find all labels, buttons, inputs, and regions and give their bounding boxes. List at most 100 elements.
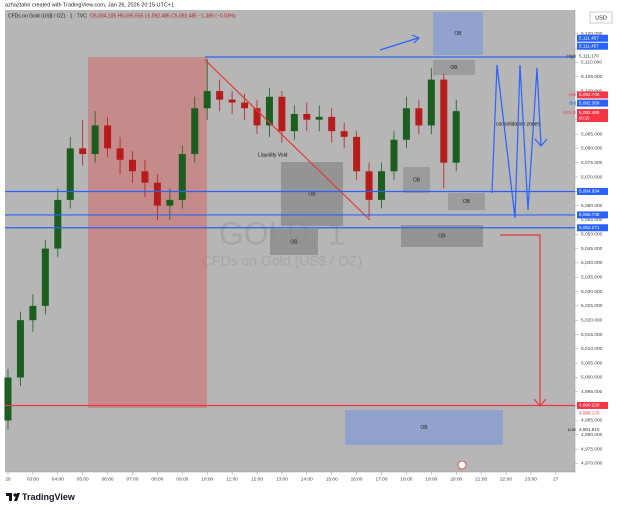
candle-body [253, 108, 261, 126]
candle-body [440, 79, 448, 163]
price-label-box [577, 401, 608, 409]
order-block-label: OB [463, 199, 471, 205]
price-label: 5,056.748 [579, 212, 600, 217]
x-tick-label: 11:00 [226, 476, 238, 482]
x-tick-label: 17:00 [376, 476, 388, 482]
x-tick-label: 23:00 [525, 476, 537, 482]
price-label: 5,092.709 [579, 92, 600, 97]
x-tick-label: 10:00 [201, 476, 213, 482]
price-label-box [577, 224, 608, 232]
zigzag-head [534, 138, 548, 147]
currency-box[interactable] [589, 11, 613, 24]
candle-body [116, 148, 124, 160]
x-tick-label: 21:00 [475, 476, 487, 482]
x-tick-label: 06:00 [102, 476, 114, 482]
price-label: 5,111.457 [579, 35, 599, 40]
price-label-box [577, 187, 608, 195]
y-tick-label: 5,085.000 [581, 131, 603, 137]
candle-body [290, 113, 298, 132]
x-tick-label: 19:00 [425, 476, 437, 482]
x-tick-label: 03:00 [27, 476, 39, 482]
y-tick-label: 5,035.000 [581, 274, 603, 280]
price-label-tag: Ask [568, 92, 576, 97]
candle-body [303, 113, 311, 120]
price-label: 5,092.309 [579, 100, 600, 105]
y-tick-label: 5,005.000 [581, 360, 603, 366]
logo-mark [13, 493, 17, 497]
y-tick-label: 4,970.000 [581, 461, 603, 467]
price-label: 5,111.170 [579, 53, 599, 58]
candle-body [141, 171, 149, 183]
candle-body [54, 199, 62, 249]
order-block [270, 229, 318, 255]
currency[interactable]: USD [595, 15, 607, 21]
y-tick-label: 4,995.000 [581, 389, 603, 395]
price-label-tag: GOLD [563, 110, 577, 115]
y-tick-label: 5,020.000 [581, 317, 603, 323]
x-tick-label: 22:00 [500, 476, 512, 482]
logo-mark [9, 493, 12, 501]
symbol: CFDs on Gold (US$ / OZ) · 1 · TVC [8, 13, 87, 19]
order-block-label: OB [454, 31, 462, 37]
price-label: 5,111.457 [579, 43, 599, 48]
candle-body [178, 154, 186, 200]
price-label-box [577, 211, 608, 219]
trend-line [204, 59, 371, 221]
y-tick-label: 5,010.000 [581, 346, 603, 352]
y-tick-label: 5,025.000 [581, 303, 603, 309]
candle-body [29, 305, 37, 321]
price-label-box [577, 426, 608, 434]
order-block-label: OB [420, 425, 428, 431]
y-tick-label: 5,120.000 [581, 31, 603, 37]
price-label: 4,990.229 [579, 403, 600, 408]
price-label: 4,981.810 [579, 427, 600, 432]
candle-body [427, 79, 435, 126]
x-tick-label: 15:00 [326, 476, 338, 482]
arrow-head [411, 34, 421, 44]
price-label-box [577, 91, 608, 99]
y-tick-label: 5,000.000 [581, 375, 603, 381]
candle-body [265, 96, 273, 126]
y-tick-label: 5,015.000 [581, 332, 603, 338]
y-tick-label: 5,040.000 [581, 260, 603, 266]
y-tick-label: 5,075.000 [581, 160, 603, 166]
candle-body [390, 139, 398, 172]
y-tick-label: 5,105.000 [581, 74, 603, 80]
price-label-box [577, 42, 608, 50]
price-label: 5,092.485 [579, 110, 600, 115]
candle-body [104, 125, 112, 149]
arrow [379, 37, 419, 51]
order-block [345, 410, 503, 445]
candle-body [128, 159, 136, 172]
x-tick-label: 27 [553, 476, 559, 482]
x-tick-label: 20:00 [450, 476, 462, 482]
credit: azhaztahir created with TradingView.com,… [5, 2, 174, 8]
y-tick-label: 5,055.000 [581, 217, 603, 223]
candle-body [79, 148, 87, 155]
candle-body [166, 199, 174, 206]
y-tick-label: 4,975.000 [581, 446, 603, 452]
candle-body [91, 125, 99, 155]
candle-body [378, 171, 386, 200]
event-icon[interactable] [457, 460, 467, 470]
drop-arrow [500, 234, 541, 405]
order-block-label: OB [290, 239, 298, 245]
y-tick-label: 5,030.000 [581, 289, 603, 295]
y-tick-label: 5,070.000 [581, 174, 603, 180]
y-tick-label: 5,110.000 [581, 60, 602, 66]
order-block-label: OB [413, 177, 421, 183]
y-tick-label: 5,060.000 [581, 203, 603, 209]
candle-body [340, 131, 348, 137]
candle-body [452, 111, 460, 163]
candle-body [328, 116, 336, 132]
price-label-tag: High [567, 53, 577, 58]
price-label-tag: Low [568, 427, 577, 432]
candle-body [241, 102, 249, 109]
logo: TradingView [6, 492, 76, 502]
order-block [433, 60, 475, 75]
candle-body [315, 116, 323, 120]
candle-body [66, 148, 74, 200]
price-label-tag: Bid [569, 100, 576, 105]
x-tick-label: 18:00 [400, 476, 412, 482]
